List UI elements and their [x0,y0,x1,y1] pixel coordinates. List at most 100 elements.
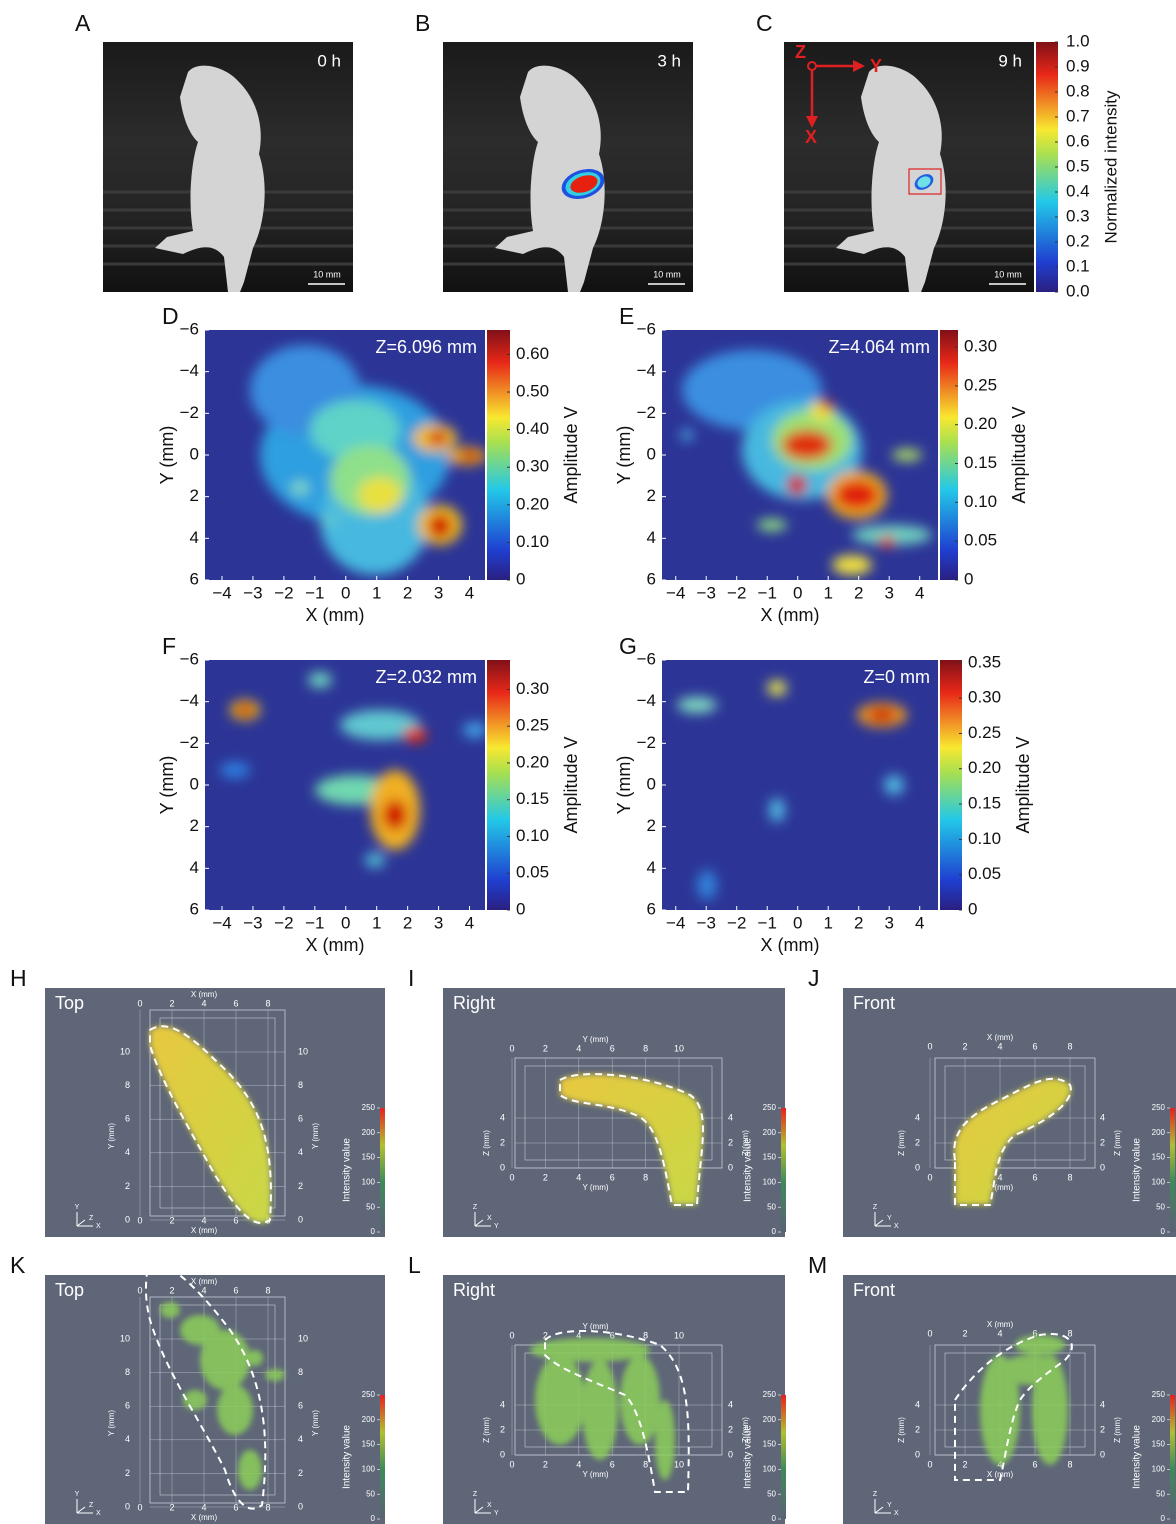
volume-blob [200,1330,250,1390]
colorbar-tick-label: 0.10 [516,532,549,551]
h-tick-label: 4 [997,1041,1002,1051]
y-tick-label: −2 [180,403,199,422]
h-tick-label: 4 [576,1172,581,1182]
y-tick-label: 4 [647,858,656,877]
v-tick-label: 10 [298,1046,308,1056]
v-axis-label: Y (mm) [107,1123,116,1149]
colorbar-tick-label: 100 [763,1178,777,1187]
y-tick-label: 0 [647,774,656,793]
panel-letter: A [75,10,91,36]
v-tick-label: 6 [125,1401,130,1411]
depth-annotation: Z=2.032 mm [375,667,477,687]
v-tick-label: 2 [125,1468,130,1478]
triad-label: Z [473,1491,478,1498]
y-tick-label: −4 [637,361,656,380]
x-tick-label: −3 [697,583,716,602]
h-tick-label: 8 [1067,1041,1072,1051]
y-axis-label: Y (mm) [157,756,177,815]
y-tick-label: 4 [190,858,199,877]
h-tick-label: 4 [576,1459,581,1469]
heatmap-blob [835,480,879,510]
time-label: 3 h [657,51,681,70]
y-tick-label: 2 [190,486,199,505]
colorbar-tick-label: 50 [767,1489,776,1498]
colorbar [380,1395,385,1519]
h-tick-label: 10 [674,1459,684,1469]
h-tick-label: 6 [233,1502,238,1512]
view-title: Right [453,1280,495,1300]
y-tick-label: 4 [647,528,656,547]
colorbar-tick-label: 0.8 [1066,81,1090,100]
v-tick-label: 10 [120,1333,130,1343]
colorbar-tick-label: 0 [371,1514,376,1523]
triad-label: X [487,1502,492,1509]
heatmap-blob [821,400,833,410]
v-axis-label: Y (mm) [107,1410,116,1436]
v-tick-label: 0 [125,1501,130,1511]
v-tick-label: 8 [125,1080,130,1090]
v-tick-label: 6 [298,1114,303,1124]
panel-letter: L [408,1252,421,1278]
panel-letter: M [808,1252,827,1278]
heatmap-blob [892,449,922,461]
h-tick-label: 6 [1032,1172,1037,1182]
h-tick-label: 0 [509,1172,514,1182]
h-axis-label: X (mm) [191,990,218,999]
colorbar-tick-label: 150 [1152,1153,1166,1162]
colorbar-tick-label: 0.50 [516,382,549,401]
v-tick-label: 0 [500,1449,505,1459]
x-tick-label: −4 [212,583,231,602]
colorbar [940,660,962,910]
render-background [443,988,785,1237]
v-axis-label: Z (mm) [897,1417,906,1443]
h-tick-label: 2 [543,1043,548,1053]
heatmap-blob [358,477,402,513]
colorbar-tick-label: 0.2 [1066,231,1090,250]
triad-label: Y [494,1223,499,1230]
x-tick-label: 2 [854,913,863,932]
h-axis-label: X (mm) [191,1226,218,1235]
heatmap-blob [677,697,717,713]
volume-blob [183,1390,207,1410]
colorbar-tick-label: 0.15 [968,794,1001,813]
y-tick-label: −4 [637,691,656,710]
colorbar-tick-label: 0.05 [968,864,1001,883]
colorbar-label: Normalized intensity [1101,90,1120,244]
x-axis-label: X (mm) [761,935,820,955]
heatmap-blob [403,727,427,743]
scale-bar-label: 10 mm [994,269,1022,279]
v-tick-label: 4 [298,1434,303,1444]
v-axis-label: Z (mm) [482,1417,491,1443]
colorbar-label: Intensity value [743,1138,754,1202]
heatmap-blob [428,431,448,445]
colorbar-tick-label: 0.15 [964,453,997,472]
x-tick-label: −2 [274,583,293,602]
h-tick-label: 6 [610,1172,615,1182]
h-tick-label: 4 [201,1502,206,1512]
colorbar-label: Intensity value [1132,1138,1143,1202]
heatmap-blob [879,536,895,548]
colorbar-tick-label: 0 [371,1227,376,1236]
colorbar-tick-label: 0 [772,1514,777,1523]
colorbar-tick-label: 0 [772,1227,777,1236]
y-tick-label: −2 [180,733,199,752]
v-axis-label: Y (mm) [311,1410,320,1436]
h-tick-label: 8 [265,998,270,1008]
volume-blob [655,1400,675,1480]
heatmap-blob [787,475,807,495]
v-tick-label: 4 [125,1434,130,1444]
scale-bar-label: 10 mm [653,269,681,279]
v-tick-label: 2 [728,1424,733,1434]
triad-label: Z [89,1215,94,1222]
v-tick-label: 0 [1100,1449,1105,1459]
h-axis-label: Y (mm) [582,1470,608,1479]
colorbar-tick-label: 150 [362,1440,376,1449]
v-tick-label: 2 [915,1137,920,1147]
triad-label: Y [887,1502,892,1509]
x-tick-label: −1 [305,583,324,602]
volume-blob [238,1450,262,1490]
x-tick-label: −1 [305,913,324,932]
panel-letter: G [619,633,637,659]
colorbar-tick-label: 50 [366,1202,375,1211]
h-tick-label: 0 [927,1459,932,1469]
